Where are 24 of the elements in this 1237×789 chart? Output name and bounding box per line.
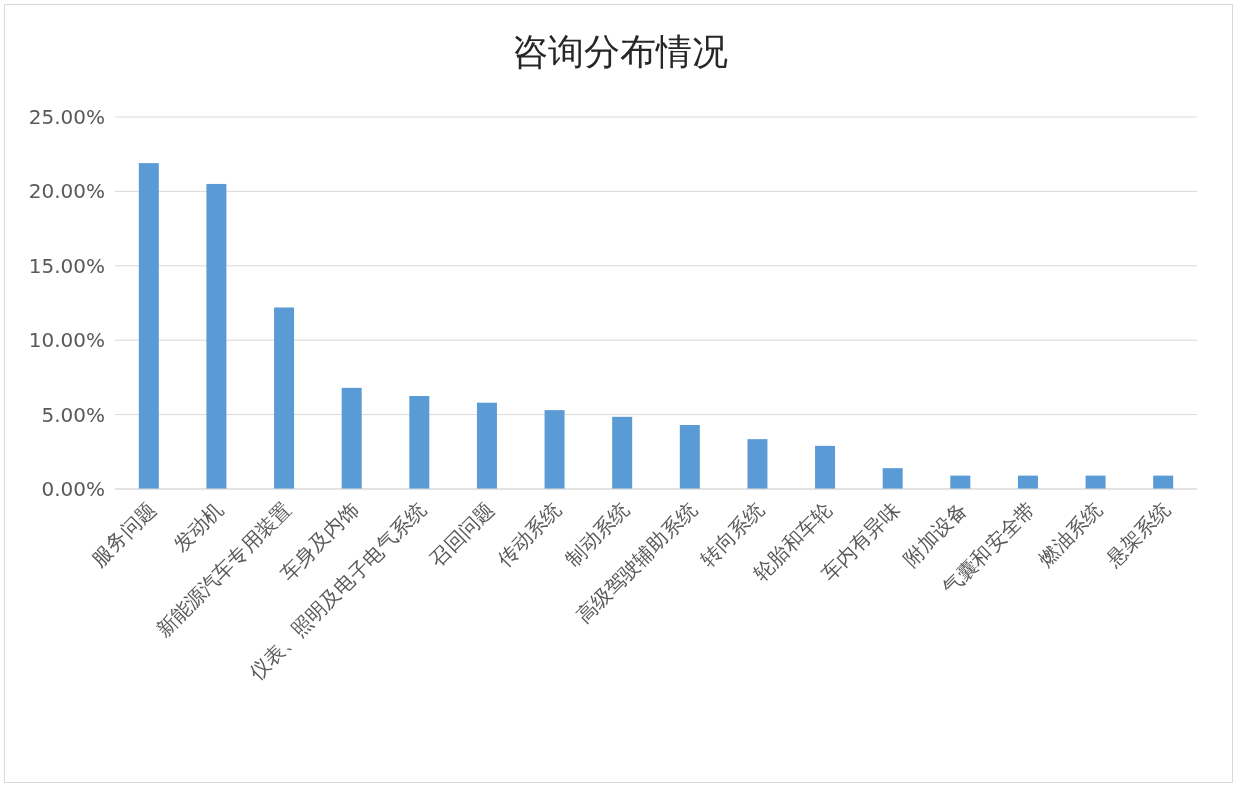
bar [679, 425, 700, 489]
y-tick-label: 20.00% [28, 179, 105, 204]
y-tick-label: 10.00% [28, 328, 105, 353]
bar [274, 307, 295, 489]
bar [138, 163, 159, 489]
bar [341, 387, 362, 489]
bar [1153, 475, 1174, 489]
bar [747, 439, 768, 489]
y-tick-label: 5.00% [41, 402, 105, 427]
bar [544, 410, 565, 489]
x-tick-label: 发动机 [168, 497, 228, 557]
bar [1017, 475, 1038, 489]
bar [476, 402, 497, 489]
bar [950, 475, 971, 489]
bar [1085, 475, 1106, 489]
y-tick-label: 15.00% [28, 253, 105, 278]
bar [815, 445, 836, 489]
bar [206, 183, 227, 489]
x-tick-label: 燃油系统 [1033, 497, 1108, 572]
y-tick-label: 25.00% [28, 105, 105, 129]
chart-title: 咨询分布情况 [511, 31, 728, 72]
bar [409, 396, 430, 489]
bar [612, 416, 633, 489]
bar [882, 468, 903, 489]
